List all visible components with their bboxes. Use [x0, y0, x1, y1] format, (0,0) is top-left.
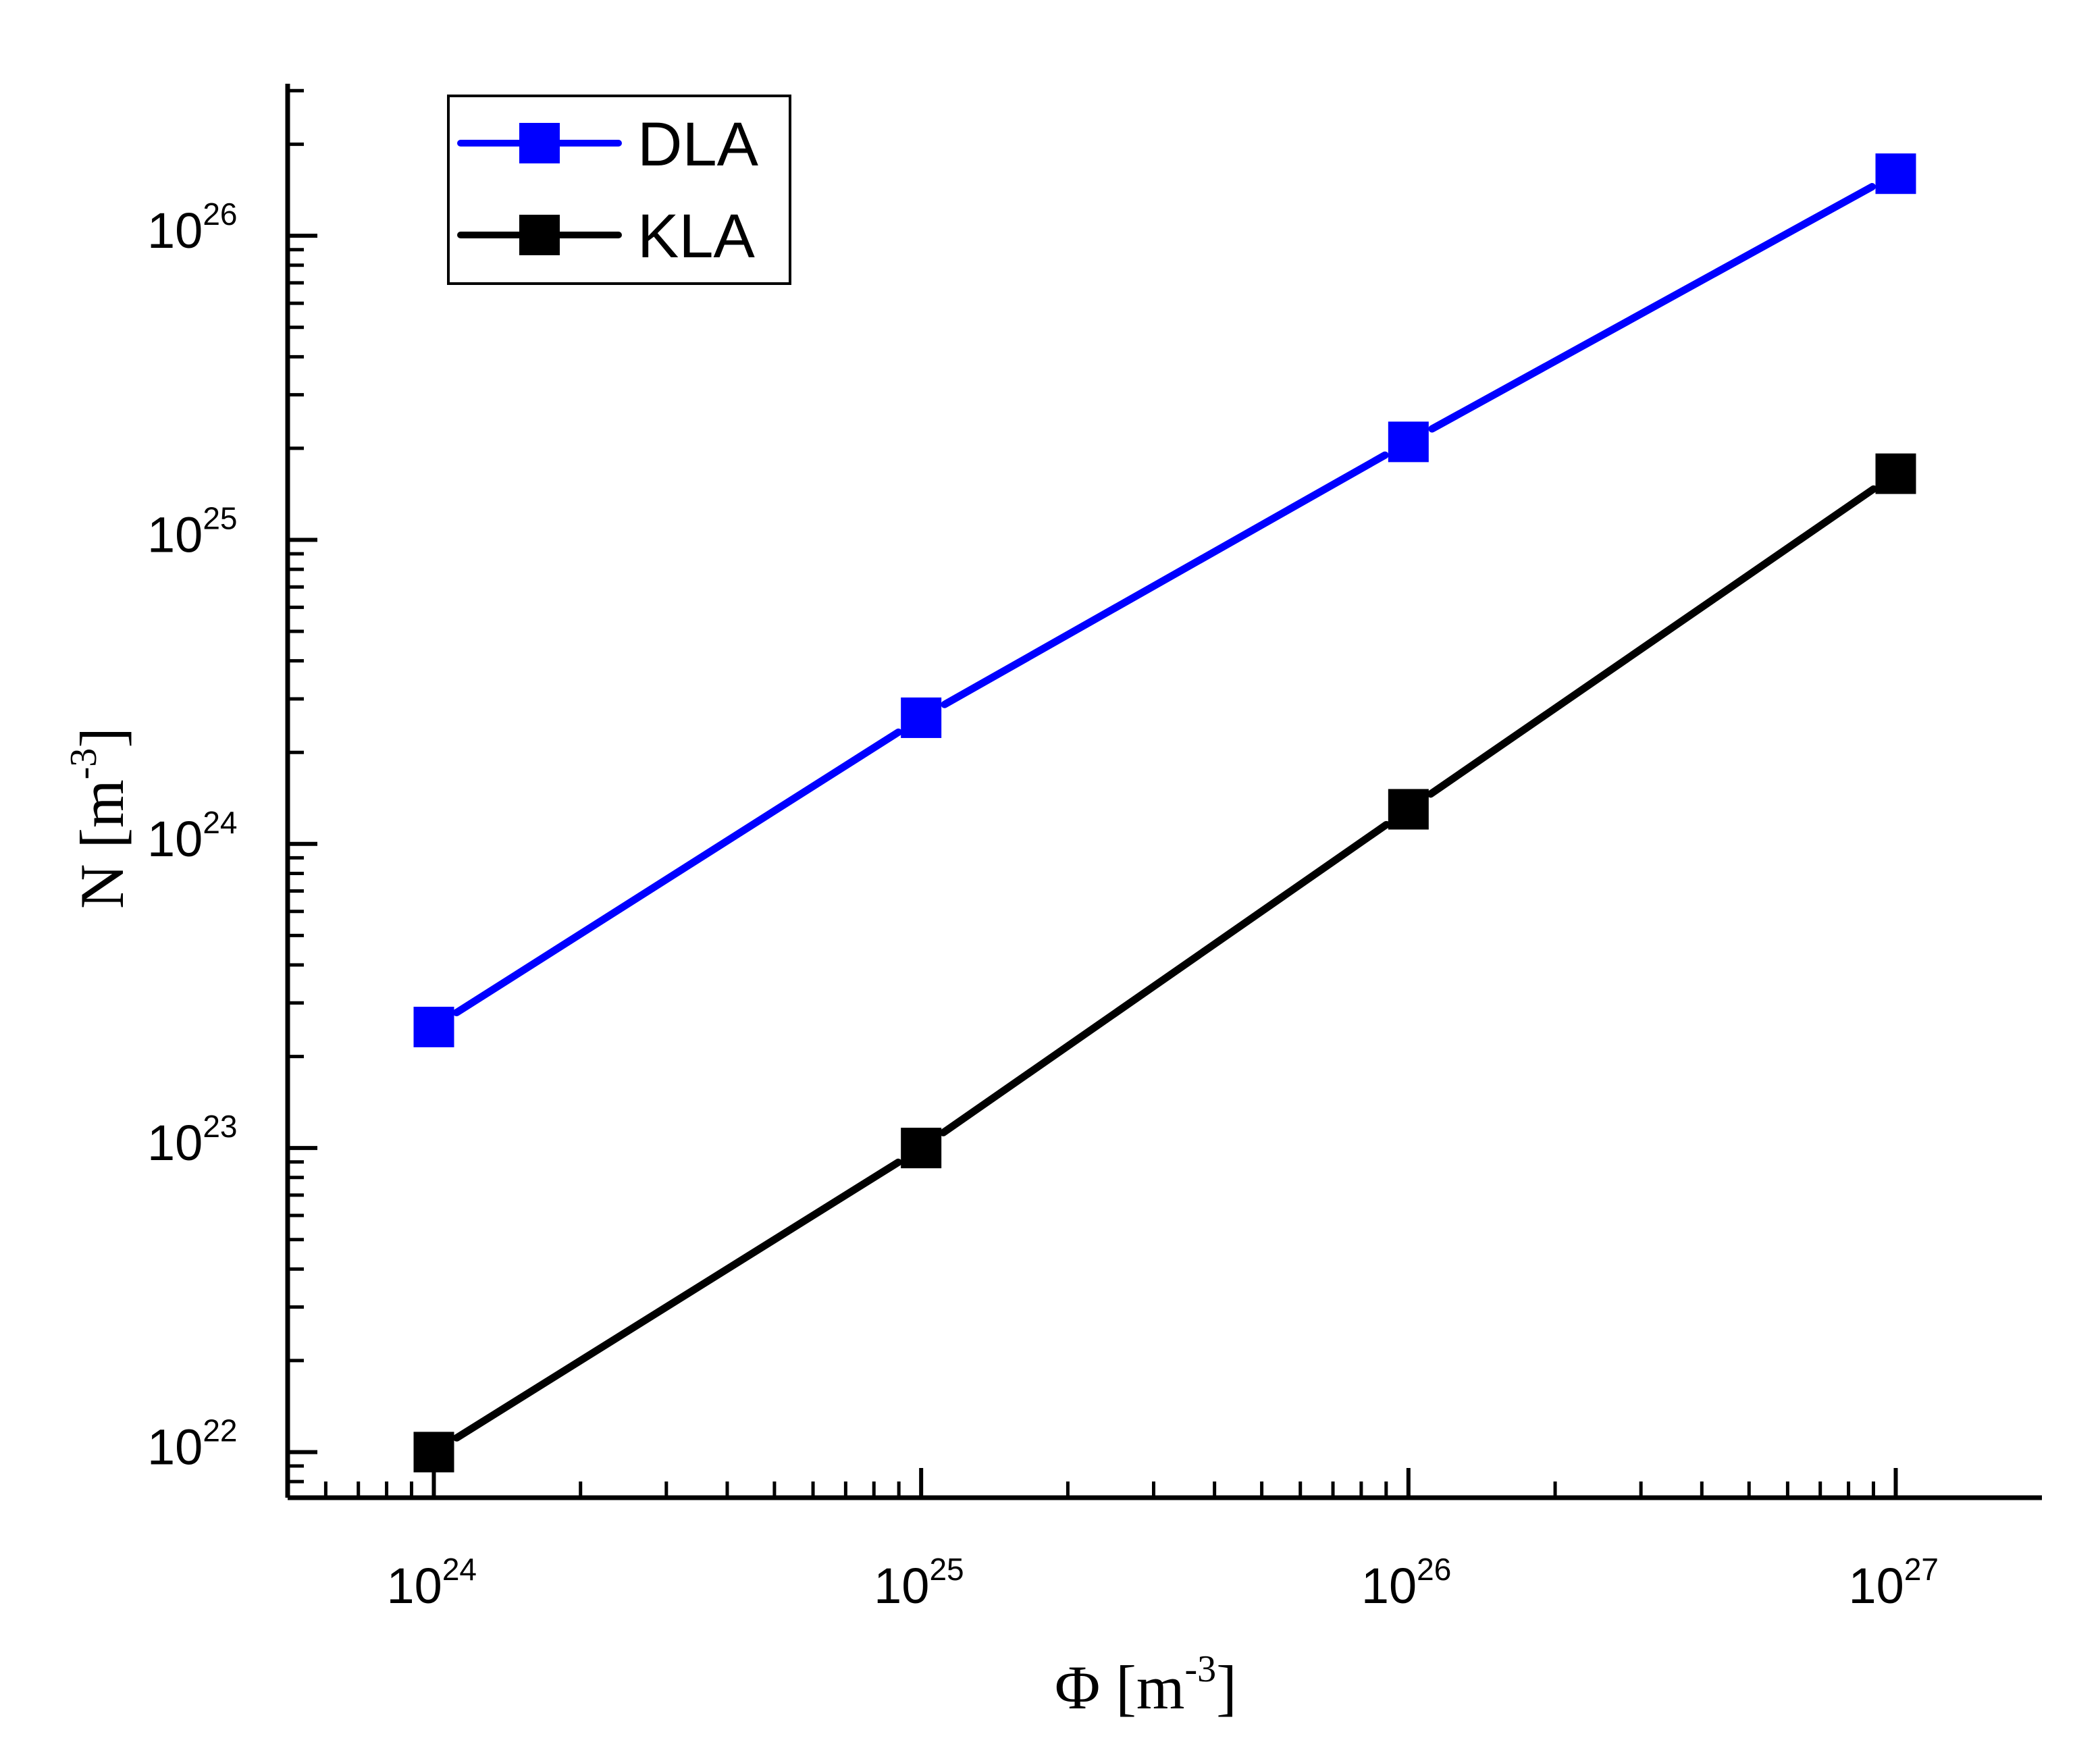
- x-axis-title: Φ [m-3]: [1055, 1648, 1237, 1722]
- x-tick-label-base: 10: [874, 1558, 929, 1614]
- y-axis-title-close: ]: [68, 727, 136, 748]
- x-axis-title-close: ]: [1216, 1653, 1237, 1722]
- y-tick-label-exponent: 26: [203, 196, 237, 232]
- svg-text:N [m-3]: N [m-3]: [63, 727, 136, 909]
- x-axis-title-base: Φ [m: [1055, 1653, 1184, 1722]
- data-point-dla: [1875, 153, 1916, 194]
- y-tick-label: 1022: [147, 1413, 237, 1475]
- y-tick-label-exponent: 22: [203, 1413, 237, 1448]
- legend-label-dla: DLA: [637, 110, 759, 179]
- x-tick-label-exponent: 24: [442, 1552, 477, 1587]
- x-tick-label: 1025: [874, 1552, 964, 1614]
- y-tick-label-base: 10: [147, 203, 203, 259]
- y-tick-label: 1026: [147, 196, 237, 259]
- y-tick-label: 1025: [147, 500, 237, 562]
- y-tick-label-exponent: 24: [203, 805, 237, 840]
- data-point-kla: [413, 1432, 454, 1473]
- minor-ticks: [288, 88, 1875, 1498]
- x-tick-label-base: 10: [387, 1558, 442, 1614]
- y-axis-title-exponent: -3: [63, 748, 105, 780]
- y-tick-label-base: 10: [147, 811, 203, 867]
- x-tick-label-base: 10: [1849, 1558, 1904, 1614]
- x-tick-label: 1024: [387, 1552, 477, 1614]
- x-axis-title-exponent: -3: [1184, 1648, 1216, 1690]
- svg-text:Φ [m-3]: Φ [m-3]: [1055, 1648, 1237, 1722]
- x-tick-label-base: 10: [1361, 1558, 1417, 1614]
- y-tick-label: 1024: [147, 805, 237, 867]
- data-point-kla: [901, 1128, 942, 1169]
- legend-marker-dla: [519, 123, 560, 163]
- data-point-dla: [1388, 421, 1429, 463]
- y-axis-title: N [m-3]: [63, 727, 136, 909]
- data-point-dla: [413, 1006, 454, 1047]
- data-point-dla: [901, 697, 942, 738]
- series-line-dla: [941, 451, 1389, 708]
- data-point-kla: [1388, 789, 1429, 830]
- axes: [285, 84, 2042, 1500]
- y-axis-title-base: N [m: [68, 779, 136, 909]
- series-lines: [452, 183, 1878, 1442]
- y-tick-label-base: 10: [147, 1419, 203, 1475]
- x-tick-label-exponent: 25: [929, 1552, 964, 1587]
- legend-marker-kla: [519, 215, 560, 255]
- y-tick-label-base: 10: [147, 506, 203, 562]
- series-line-kla: [452, 1158, 902, 1442]
- y-tick-label-base: 10: [147, 1115, 203, 1171]
- x-tick-label: 1026: [1361, 1552, 1451, 1614]
- legend: DLA KLA: [447, 95, 791, 285]
- x-tick-label-exponent: 27: [1904, 1552, 1939, 1587]
- data-point-kla: [1875, 453, 1916, 494]
- y-tick-label-exponent: 25: [203, 500, 237, 535]
- series-line-kla: [939, 820, 1390, 1136]
- x-tick-label: 1027: [1849, 1552, 1939, 1614]
- series-line-dla: [1428, 183, 1876, 433]
- series-line-dla: [452, 728, 902, 1016]
- series-points: [413, 153, 1916, 1473]
- legend-label-kla: KLA: [637, 202, 756, 271]
- y-tick-label-exponent: 23: [203, 1109, 237, 1144]
- series-line-kla: [1427, 485, 1878, 798]
- legend-box: [447, 95, 791, 285]
- x-tick-label-exponent: 26: [1417, 1552, 1451, 1587]
- y-tick-label: 1023: [147, 1109, 237, 1171]
